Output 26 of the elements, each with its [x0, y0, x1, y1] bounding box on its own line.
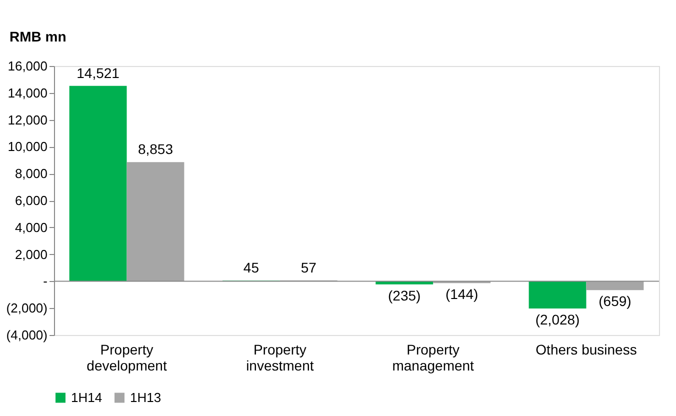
- y-tick-label: 12,000: [8, 112, 48, 128]
- y-tick-label: 14,000: [8, 85, 48, 100]
- x-tick-label: Property investment: [246, 342, 314, 374]
- data-label: (144): [445, 286, 478, 302]
- y-tick-label: 4,000: [14, 220, 48, 235]
- y-tick-label: 2,000: [14, 246, 48, 262]
- data-label: 8,853: [138, 141, 174, 158]
- legend-label: 1H13: [130, 390, 162, 405]
- y-tick-label: 6,000: [14, 193, 48, 208]
- y-tick-label: 8,000: [14, 166, 48, 182]
- data-label: 45: [243, 260, 260, 276]
- x-tick-label: Property development: [86, 342, 167, 374]
- y-tick-label: -: [43, 274, 48, 289]
- x-tick-label: Others business: [536, 342, 637, 358]
- data-label: 57: [300, 259, 317, 276]
- legend-label: 1H14: [71, 390, 102, 405]
- y-tick-label: 16,000: [8, 58, 48, 74]
- data-label: 14,521: [76, 64, 120, 81]
- y-axis-title: RMB mn: [10, 28, 66, 44]
- data-label: (235): [388, 287, 421, 304]
- data-label: (659): [598, 293, 632, 310]
- x-tick-label: Property management: [392, 342, 474, 374]
- y-tick-label: (2,000): [6, 300, 48, 316]
- y-tick-label: (4,000): [6, 328, 48, 342]
- y-tick-label: 10,000: [8, 139, 48, 154]
- data-label: (2,028): [535, 311, 580, 328]
